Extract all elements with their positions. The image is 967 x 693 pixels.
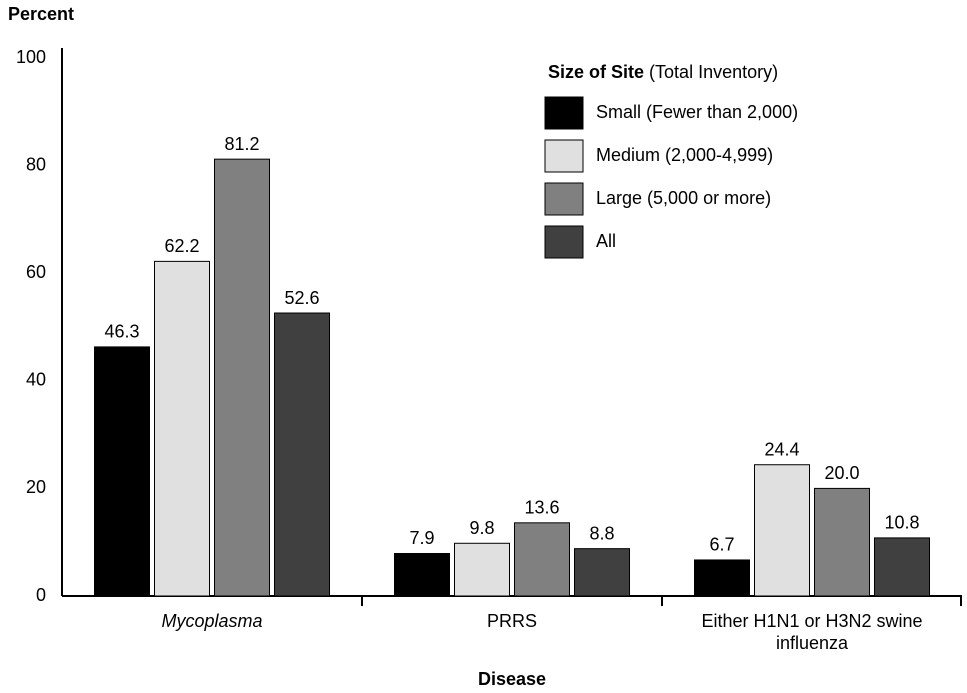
y-tick-label: 40	[26, 370, 46, 390]
data-label: 6.7	[709, 535, 734, 555]
bar	[814, 487, 870, 597]
data-label: 10.8	[884, 513, 919, 533]
bar	[514, 522, 570, 597]
x-tick-label: Either H1N1 or H3N2 swine influenza	[701, 611, 923, 653]
y-tick-label: 20	[26, 477, 46, 497]
y-axis-label: Percent	[8, 4, 74, 24]
legend-swatch	[544, 225, 584, 259]
data-label: 20.0	[824, 463, 859, 483]
x-tick-label: Mycoplasma	[161, 611, 263, 631]
bar	[874, 537, 930, 597]
data-label: 46.3	[104, 322, 139, 342]
legend-title: Size of Site (Total Inventory)	[548, 62, 778, 82]
bar	[754, 464, 810, 597]
data-label: 62.2	[164, 236, 199, 256]
bar	[94, 346, 150, 597]
legend-swatch	[544, 96, 584, 130]
legend-label: Small (Fewer than 2,000)	[596, 102, 798, 122]
legend-title-sub: (Total Inventory)	[649, 62, 778, 82]
data-label: 52.6	[284, 288, 319, 308]
y-tick-label: 80	[26, 154, 46, 174]
data-label: 7.9	[409, 528, 434, 548]
data-label: 24.4	[764, 439, 799, 459]
bar	[214, 158, 270, 597]
bar	[274, 312, 330, 597]
legend-label: Large (5,000 or more)	[596, 188, 771, 208]
bar	[574, 548, 630, 597]
legend-label: All	[596, 231, 616, 251]
legend-swatch	[544, 182, 584, 216]
data-label: 81.2	[224, 134, 259, 154]
y-tick-label: 100	[16, 47, 46, 67]
bar	[454, 542, 510, 597]
x-tick-label: PRRS	[486, 611, 537, 631]
legend-label: Medium (2,000-4,999)	[596, 145, 773, 165]
x-axis-label: Disease	[478, 669, 546, 689]
y-tick-label: 0	[36, 585, 46, 605]
data-label: 9.8	[469, 518, 494, 538]
bar	[154, 260, 210, 597]
y-tick-label: 60	[26, 262, 46, 282]
legend-title-main: Size of Site	[548, 62, 644, 82]
legend-swatch	[544, 139, 584, 173]
bar	[394, 552, 450, 597]
data-label: 8.8	[589, 523, 614, 543]
data-label: 13.6	[524, 498, 559, 518]
bar	[694, 559, 750, 597]
